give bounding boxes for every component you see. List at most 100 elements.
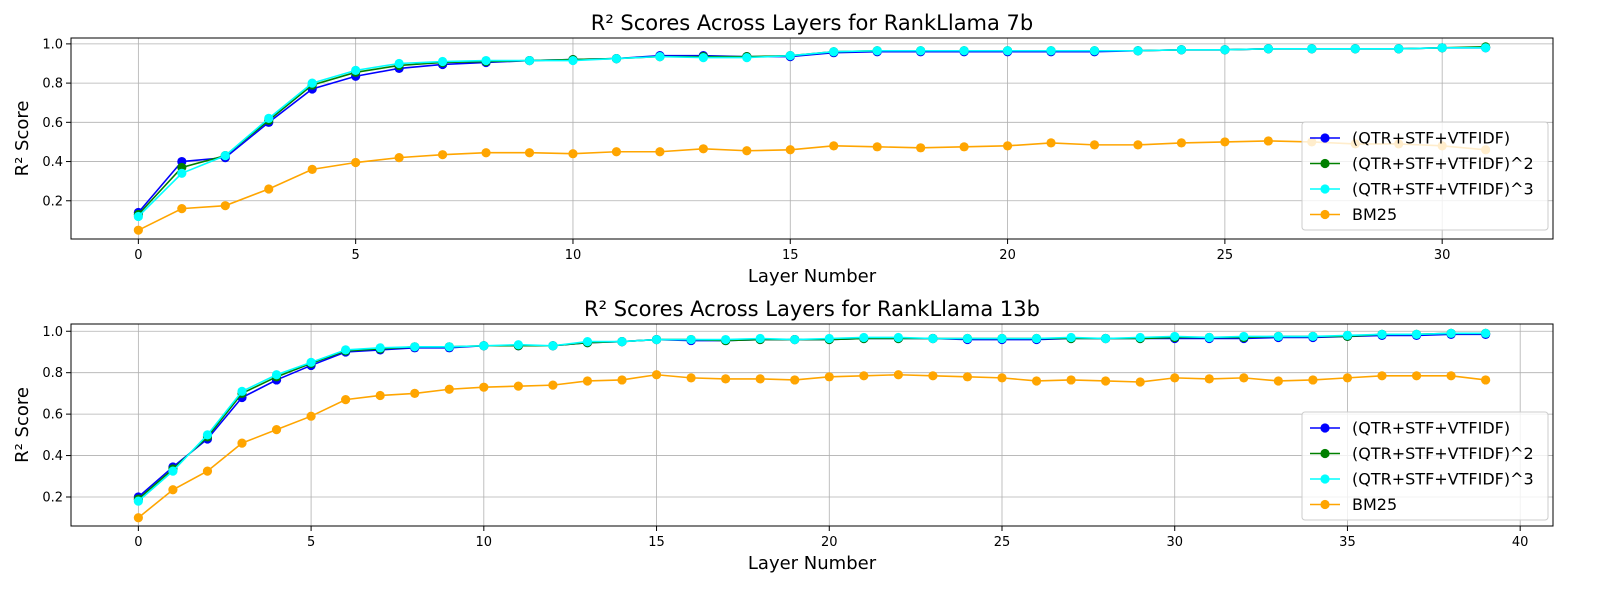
x-axis-label: Layer Number xyxy=(748,266,877,287)
data-point xyxy=(177,204,187,214)
data-point xyxy=(341,345,351,355)
data-point xyxy=(655,52,665,62)
data-point xyxy=(1031,333,1042,344)
data-point xyxy=(698,144,708,154)
data-point xyxy=(220,151,230,161)
data-point xyxy=(928,371,938,381)
data-point xyxy=(133,225,143,235)
data-point xyxy=(1133,140,1143,150)
data-point xyxy=(1239,373,1249,383)
data-point xyxy=(133,211,143,222)
x-tick-label: 10 xyxy=(476,535,493,550)
data-point xyxy=(824,333,834,344)
data-point xyxy=(1263,136,1273,146)
data-point xyxy=(1377,371,1387,381)
data-point xyxy=(1002,141,1013,151)
data-point xyxy=(548,341,558,351)
data-point xyxy=(959,46,969,56)
data-point xyxy=(893,332,903,343)
x-tick-label: 35 xyxy=(1339,535,1356,550)
data-point xyxy=(237,438,247,448)
legend-label: (QTR+STF+VTFIDF)^2 xyxy=(1352,154,1534,173)
data-point xyxy=(1135,377,1145,387)
data-point xyxy=(742,53,752,63)
legend-label: (QTR+STF+VTFIDF) xyxy=(1352,129,1510,148)
y-axis-label: R² Score xyxy=(12,387,33,463)
x-tick-label: 20 xyxy=(999,248,1016,263)
data-point xyxy=(872,142,882,152)
x-tick-label: 30 xyxy=(1166,535,1183,550)
data-point xyxy=(307,78,317,88)
legend-marker xyxy=(1320,448,1330,459)
data-point xyxy=(790,334,800,345)
data-point xyxy=(548,380,558,390)
legend-box xyxy=(1301,121,1549,231)
data-point xyxy=(479,382,489,392)
data-point xyxy=(568,55,578,66)
data-point xyxy=(1046,138,1056,148)
data-point xyxy=(1273,376,1283,386)
data-point xyxy=(742,146,752,156)
x-tick-label: 25 xyxy=(1217,248,1234,263)
data-point xyxy=(177,168,187,178)
data-point xyxy=(1437,43,1447,53)
y-axis-label: R² Score xyxy=(12,101,33,177)
y-tick-label: 0.8 xyxy=(42,366,63,381)
data-point xyxy=(962,333,973,344)
data-point xyxy=(893,370,903,380)
legend-marker xyxy=(1320,474,1330,484)
data-point xyxy=(617,375,627,385)
data-point xyxy=(524,55,535,66)
data-point xyxy=(1411,329,1422,339)
x-tick-label: 15 xyxy=(648,535,665,550)
chart-panel-2: 0 5 10 15 20 25 30 35 40 0.2 0.4 0.6 0.8 1.0 R² Scores… xyxy=(12,297,1554,574)
legend: (QTR+STF+VTFIDF) (QTR+STF+VTFIDF)^2 (QTR+S… xyxy=(1301,121,1549,231)
data-point xyxy=(997,333,1007,344)
data-point xyxy=(611,53,622,64)
data-point xyxy=(1031,376,1042,386)
data-point xyxy=(829,47,839,57)
series-line-2 xyxy=(137,46,1486,216)
data-point xyxy=(1308,331,1318,342)
data-point xyxy=(264,113,274,123)
series-line-4 xyxy=(137,373,1486,519)
data-point xyxy=(168,485,178,495)
x-tick-label: 5 xyxy=(352,248,360,263)
data-point xyxy=(202,430,213,440)
data-point xyxy=(341,395,351,405)
data-point xyxy=(1089,46,1100,56)
legend-marker xyxy=(1320,499,1330,510)
data-point xyxy=(220,201,230,211)
data-point xyxy=(1101,333,1111,344)
legend-label: (QTR+STF+VTFIDF)^3 xyxy=(1352,470,1534,489)
data-point xyxy=(1204,374,1214,384)
data-point xyxy=(410,342,420,352)
data-point xyxy=(1089,140,1100,150)
data-point xyxy=(611,147,622,157)
data-point xyxy=(1307,44,1317,54)
y-tick-label: 1.0 xyxy=(42,325,63,340)
x-tick-label: 40 xyxy=(1512,535,1529,550)
data-point xyxy=(375,343,385,353)
data-point xyxy=(1002,46,1013,56)
y-tick-label: 0.4 xyxy=(42,155,63,170)
data-point xyxy=(686,373,696,383)
data-point xyxy=(444,384,454,394)
data-point xyxy=(785,51,795,61)
legend-label: BM25 xyxy=(1352,205,1397,224)
data-point xyxy=(1176,138,1187,148)
data-point xyxy=(513,381,523,391)
data-point xyxy=(1239,331,1249,342)
x-axis-label: Layer Number xyxy=(748,553,877,574)
data-point xyxy=(1220,137,1230,147)
data-point xyxy=(1101,376,1111,386)
legend-marker xyxy=(1320,423,1330,433)
chart-title: R² Scores Across Layers for RankLlama 7b xyxy=(591,11,1034,35)
data-point xyxy=(481,55,491,66)
legend-marker xyxy=(1320,158,1330,169)
data-point xyxy=(1342,330,1353,340)
data-point xyxy=(1263,44,1273,54)
data-point xyxy=(307,164,317,174)
data-point xyxy=(755,333,765,344)
